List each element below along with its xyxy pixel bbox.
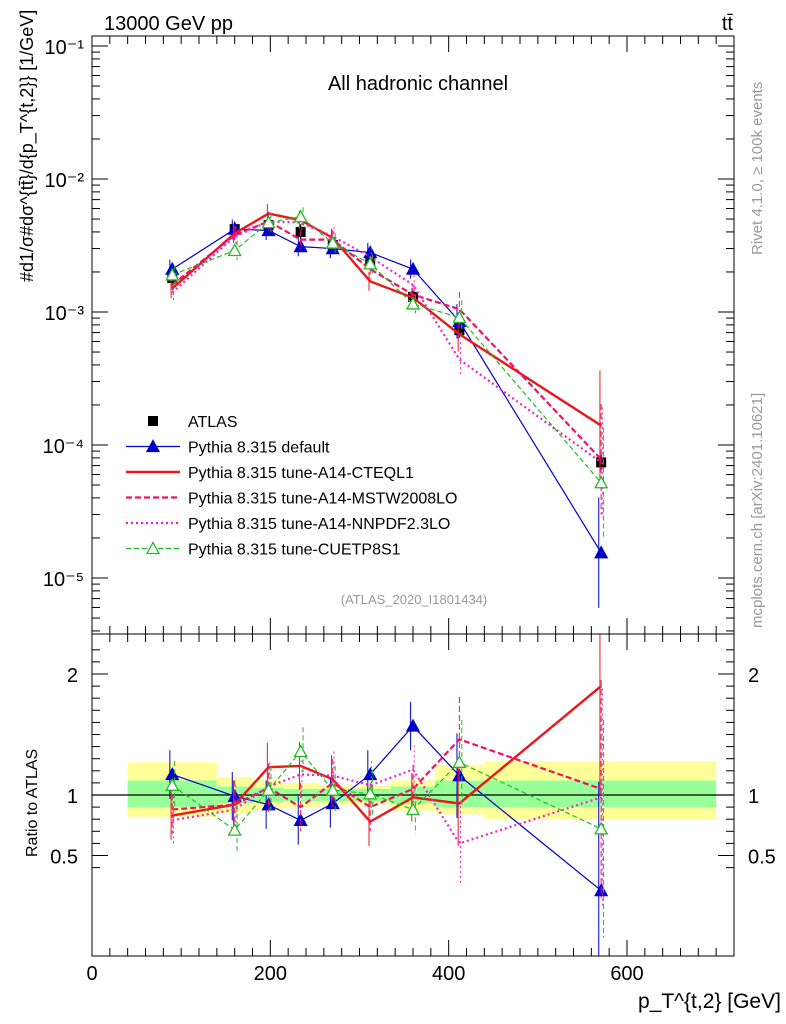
x-axis-title: p_T^{t,2} [GeV] xyxy=(638,990,781,1013)
data-point xyxy=(594,545,609,559)
ratio-panel: 0.5 0.5 1 1 2 2 0 200 400 600 xyxy=(50,633,776,985)
data-point xyxy=(165,777,180,791)
source-label: mcplots.cern.ch [arXiv:2401.10621] xyxy=(749,393,766,628)
data-point xyxy=(454,325,465,336)
data-point xyxy=(452,754,467,768)
y-tick-label: 10⁻⁴ xyxy=(43,436,84,458)
data-point xyxy=(261,215,276,229)
y-tick-label: 2 xyxy=(67,665,78,687)
channel-title: All hadronic channel xyxy=(328,73,508,95)
data-point xyxy=(293,209,308,223)
y-axis-title-text: #d1/σ#dσ^{tt̄}/d{p_T^{t,2}} [1/GeV] xyxy=(17,10,38,282)
legend-label: Pythia 8.315 tune-CUETP8S1 xyxy=(188,542,401,559)
data-point xyxy=(293,744,308,758)
legend-label: ATLAS xyxy=(188,414,238,431)
legend-item: Pythia 8.315 tune-A14-CTEQL1 xyxy=(126,465,414,482)
x-tick-label: 400 xyxy=(432,963,465,985)
data-point xyxy=(363,256,378,270)
data-point xyxy=(594,475,609,489)
ratio-axis-title: Ratio to ATLAS xyxy=(24,749,41,857)
legend: ATLAS Pythia 8.315 default Pythia 8.315 tu… xyxy=(126,414,457,559)
y-tick-label: 1 xyxy=(67,786,78,808)
data-point xyxy=(293,239,308,253)
data-point xyxy=(325,782,340,796)
rivet-version-label: Rivet 4.1.0, ≥ 100k events xyxy=(749,82,766,255)
data-point xyxy=(405,296,421,310)
series-line xyxy=(172,738,602,811)
data-point xyxy=(227,822,242,836)
x-tick-label: 200 xyxy=(254,963,287,985)
y-tick-label-right: 2 xyxy=(748,665,759,687)
legend-marker xyxy=(145,439,161,453)
legend-item: Pythia 8.315 tune-A14-MSTW2008LO xyxy=(126,491,457,508)
legend-item: Pythia 8.315 tune-A14-NNPDF2.3LO xyxy=(126,516,450,533)
ratio-pythia-8-315-default xyxy=(165,701,609,956)
data-point xyxy=(227,243,242,257)
legend-swatch xyxy=(148,416,158,426)
legend-label: Pythia 8.315 tune-A14-CTEQL1 xyxy=(188,465,414,482)
legend-item: Pythia 8.315 default xyxy=(126,439,330,457)
series-pythia-8-315-tune-cuetp8s1 xyxy=(165,207,609,538)
y-tick-label-right: 0.5 xyxy=(748,847,776,869)
data-point xyxy=(405,718,421,732)
main-panel: 10⁻¹ 10⁻² 10⁻³ 10⁻⁴ 10⁻⁵ xyxy=(43,35,735,635)
data-point xyxy=(325,235,340,249)
x-axis-title-text: p_T^{t,2} [GeV] xyxy=(638,990,781,1013)
data-point xyxy=(261,782,276,796)
collision-label: 13000 GeV pp xyxy=(104,13,233,35)
series-line xyxy=(171,220,602,464)
legend-label: Pythia 8.315 default xyxy=(188,440,330,457)
data-point xyxy=(325,796,340,810)
process-label: tt̄ xyxy=(722,13,734,35)
x-tick-label: 600 xyxy=(610,963,643,985)
y-tick-label: 10⁻¹ xyxy=(45,37,85,59)
y-tick-label: 10⁻⁵ xyxy=(43,569,84,591)
y-tick-label: 0.5 xyxy=(50,847,78,869)
data-point xyxy=(452,310,467,324)
legend-label: Pythia 8.315 tune-A14-NNPDF2.3LO xyxy=(188,516,450,533)
data-point xyxy=(363,767,378,781)
legend-item: ATLAS xyxy=(148,414,238,431)
ratio-pythia-8-315-tune-cuetp8s1 xyxy=(165,719,609,938)
data-point xyxy=(594,821,609,835)
data-point xyxy=(405,261,421,275)
data-point xyxy=(405,802,421,816)
data-point xyxy=(363,786,378,800)
data-point xyxy=(165,267,180,281)
legend-marker xyxy=(145,541,161,555)
series-line xyxy=(172,768,602,845)
y-tick-label: 10⁻² xyxy=(45,170,85,192)
y-axis-title-main: #d1/σ#dσ^{tt̄}/d{p_T^{t,2}} [1/GeV] xyxy=(17,10,38,282)
legend-item: Pythia 8.315 tune-CUETP8S1 xyxy=(126,541,401,559)
x-tick-label: 0 xyxy=(86,963,97,985)
y-tick-label-right: 1 xyxy=(748,786,759,808)
legend-label: Pythia 8.315 tune-A14-MSTW2008LO xyxy=(188,491,457,508)
y-tick-label: 10⁻³ xyxy=(45,303,85,325)
analysis-id: (ATLAS_2020_I1801434) xyxy=(341,592,487,607)
